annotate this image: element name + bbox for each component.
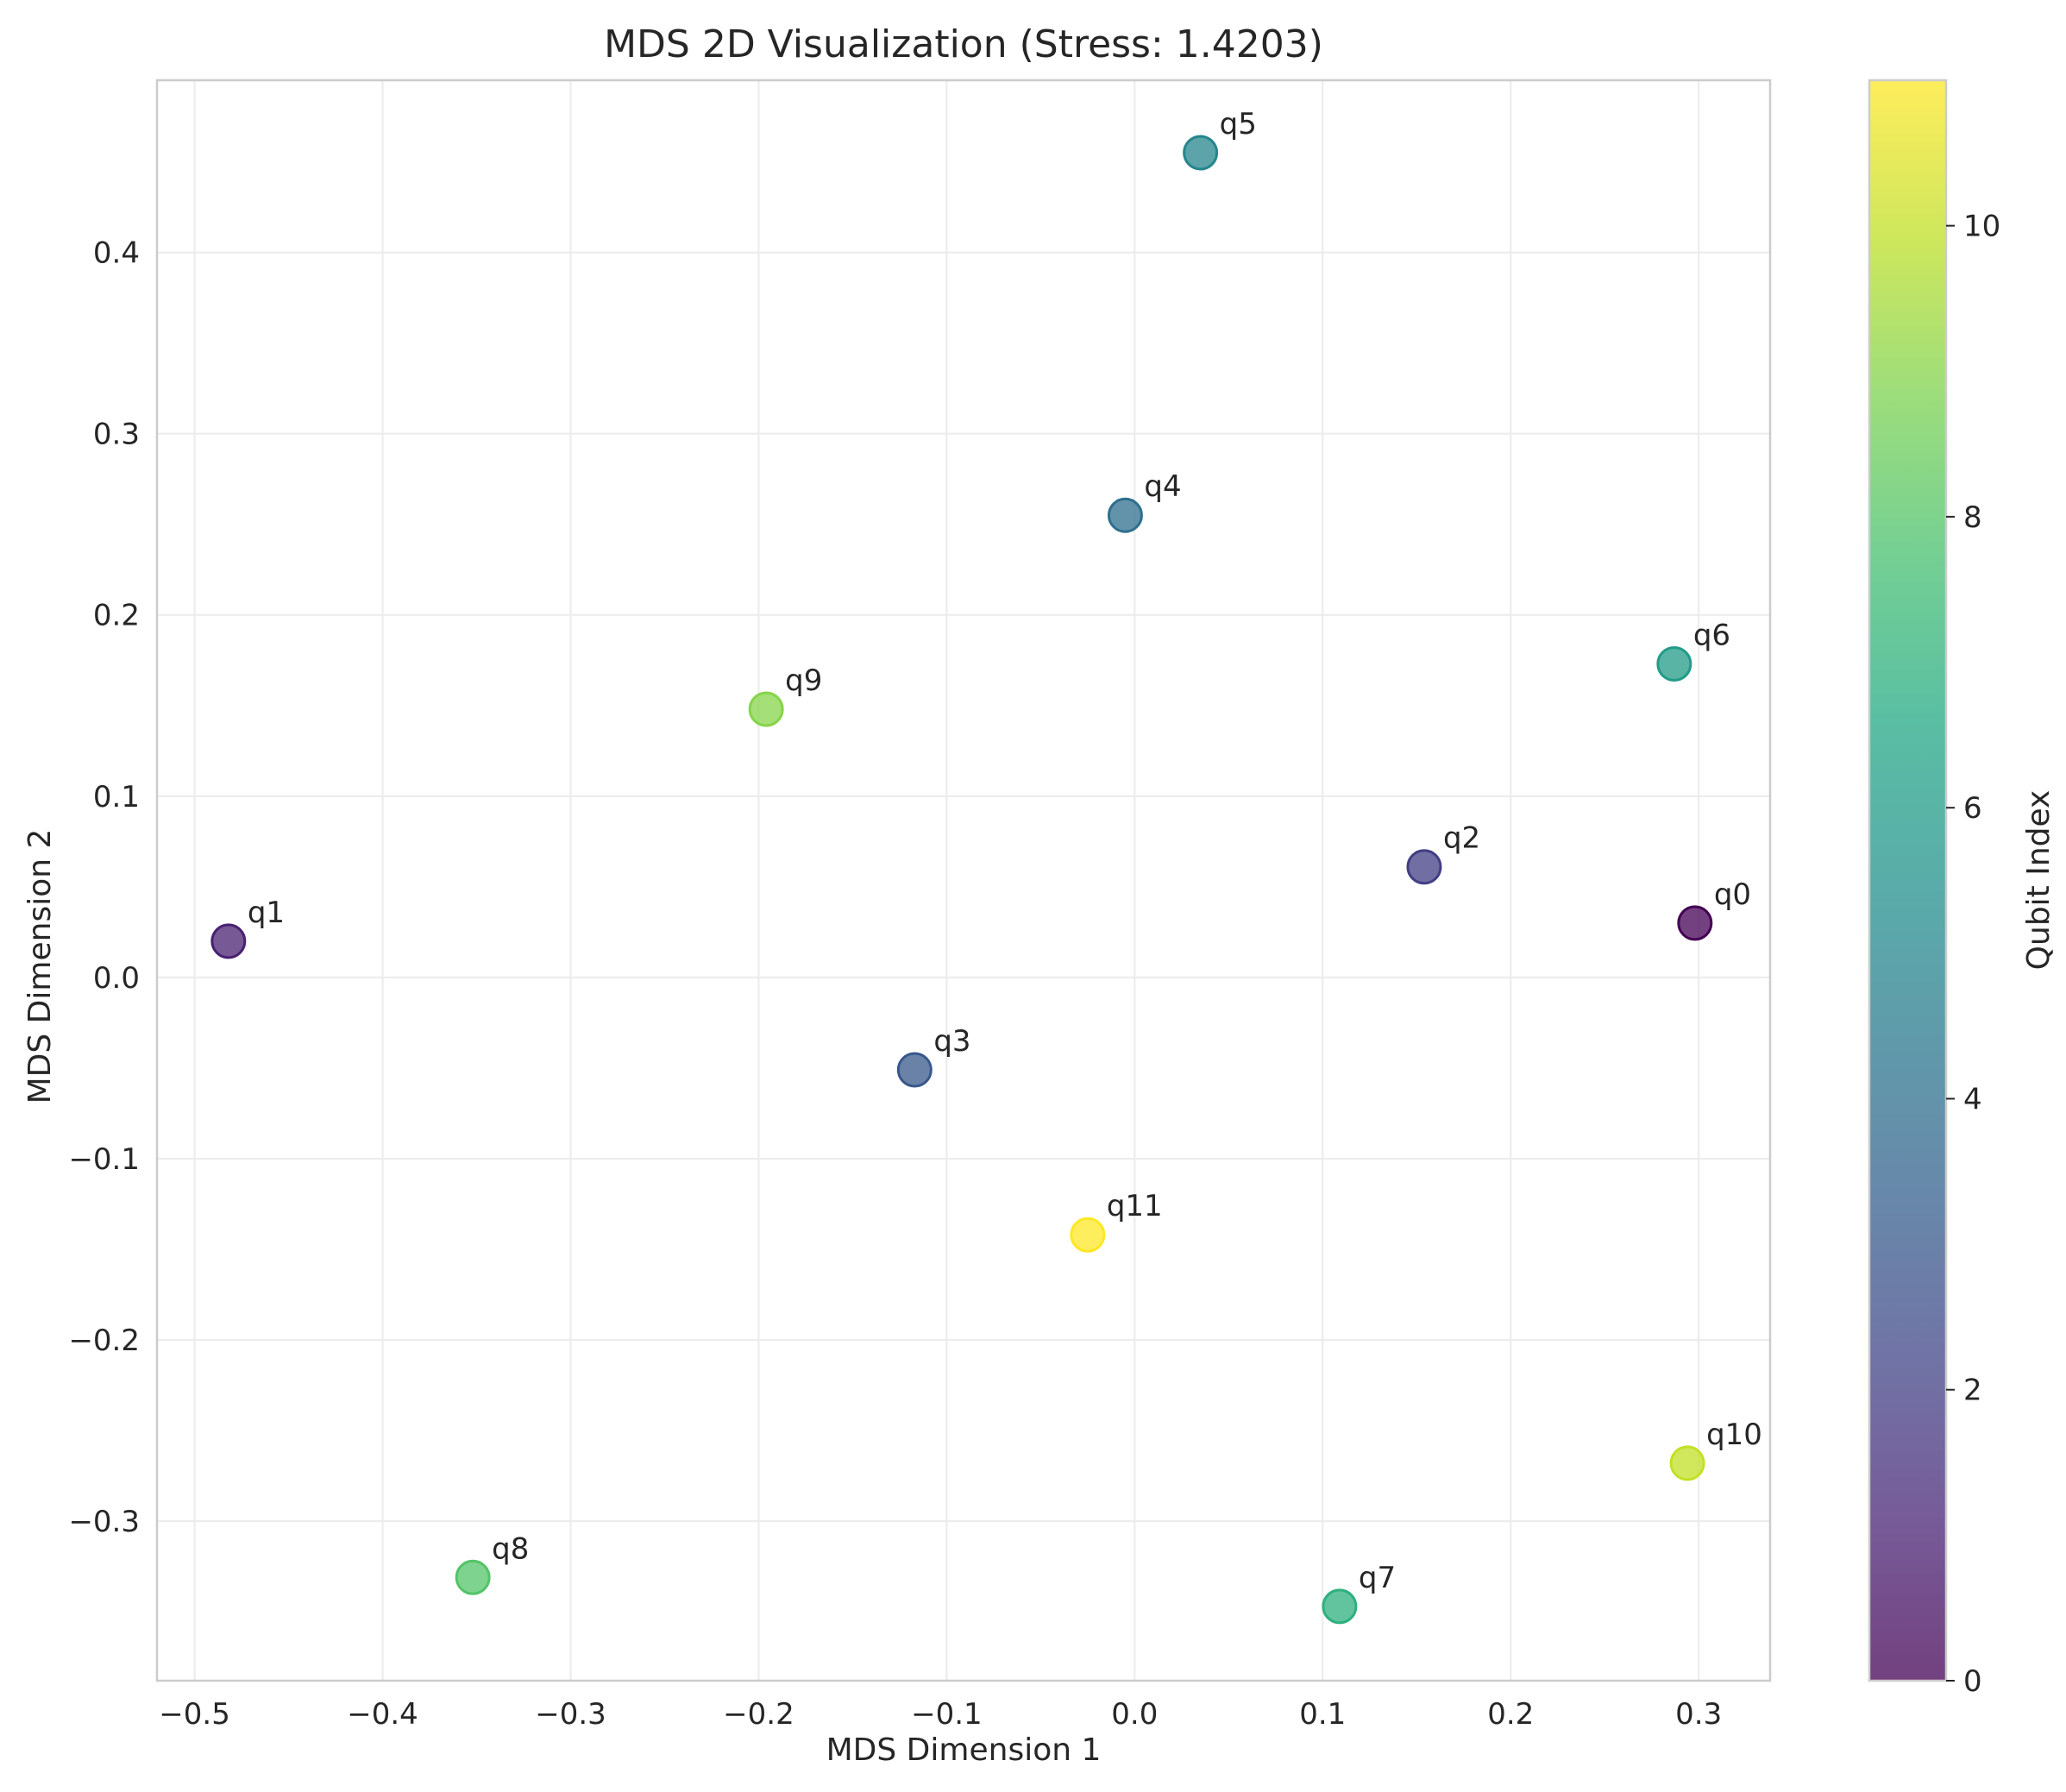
scatter-point-q10 bbox=[1669, 1445, 1705, 1481]
x-tick-label: −0.2 bbox=[723, 1697, 794, 1732]
scatter-point-q8 bbox=[455, 1559, 491, 1595]
scatter-point-q2 bbox=[1406, 849, 1442, 885]
colorbar: 0 2 4 6 8 10 Qubit Index bbox=[1868, 79, 2057, 1699]
scatter-point-q5 bbox=[1183, 135, 1219, 171]
point-label-q9: q9 bbox=[785, 663, 822, 698]
x-tick-label: 0.0 bbox=[1111, 1697, 1158, 1732]
point-label-q1: q1 bbox=[248, 896, 285, 930]
scatter-points: q0 q1 q2 q3 q4 q5 q6 q7 q8 q9 q10 q11 bbox=[210, 107, 1762, 1625]
y-axis-ticks: −0.3 −0.2 −0.1 0.0 0.1 0.2 0.3 0.4 bbox=[68, 236, 140, 1540]
y-tick-label: 0.3 bbox=[93, 418, 140, 452]
x-tick-label: −0.3 bbox=[535, 1697, 606, 1732]
y-tick-label: −0.2 bbox=[68, 1324, 140, 1358]
point-label-q2: q2 bbox=[1443, 821, 1480, 856]
point-label-q11: q11 bbox=[1107, 1189, 1163, 1223]
colorbar-ticks: 0 2 4 6 8 10 bbox=[1946, 210, 2000, 1699]
point-label-q6: q6 bbox=[1693, 618, 1730, 652]
y-tick-label: 0.0 bbox=[93, 961, 140, 996]
y-axis-label: MDS Dimension 2 bbox=[22, 829, 58, 1104]
x-axis-ticks: −0.5 −0.4 −0.3 −0.2 −0.1 0.0 0.1 0.2 0.3 bbox=[159, 1697, 1722, 1732]
x-tick-label: 0.1 bbox=[1299, 1697, 1346, 1732]
colorbar-tick-label: 8 bbox=[1963, 500, 1982, 535]
scatter-point-q0 bbox=[1677, 905, 1713, 941]
scatter-point-q9 bbox=[748, 691, 784, 727]
chart-title: MDS 2D Visualization (Stress: 1.4203) bbox=[604, 22, 1323, 66]
scatter-point-q6 bbox=[1656, 645, 1692, 682]
point-label-q10: q10 bbox=[1706, 1418, 1762, 1452]
scatter-point-q3 bbox=[896, 1052, 933, 1088]
point-label-q7: q7 bbox=[1359, 1561, 1396, 1595]
colorbar-tick-label: 0 bbox=[1963, 1664, 1982, 1699]
colorbar-tick-label: 6 bbox=[1963, 791, 1982, 826]
point-label-q8: q8 bbox=[492, 1531, 529, 1566]
x-tick-label: 0.2 bbox=[1487, 1697, 1534, 1732]
colorbar-label: Qubit Index bbox=[2021, 790, 2057, 971]
scatter-point-q1 bbox=[210, 923, 247, 959]
x-axis-label: MDS Dimension 1 bbox=[826, 1732, 1102, 1768]
scatter-point-q4 bbox=[1107, 497, 1143, 533]
plot-frame bbox=[155, 79, 1772, 1682]
y-tick-label: 0.1 bbox=[93, 780, 140, 814]
y-tick-label: −0.3 bbox=[68, 1505, 140, 1539]
plot-area: −0.5 −0.4 −0.3 −0.2 −0.1 0.0 0.1 0.2 0.3 −0.3−0.… bbox=[68, 79, 1772, 1732]
scatter-point-q7 bbox=[1322, 1588, 1358, 1625]
grid-lines bbox=[157, 80, 1770, 1681]
y-tick-label: 0.2 bbox=[93, 599, 140, 633]
scatter-point-q11 bbox=[1070, 1217, 1106, 1253]
x-tick-label: −0.1 bbox=[911, 1697, 983, 1732]
colorbar-gradient bbox=[1869, 80, 1946, 1681]
y-tick-label: 0.4 bbox=[93, 236, 140, 271]
colorbar-tick-label: 10 bbox=[1963, 210, 2000, 244]
point-label-q4: q4 bbox=[1144, 469, 1181, 504]
point-label-q5: q5 bbox=[1220, 107, 1257, 141]
x-tick-label: 0.3 bbox=[1675, 1697, 1722, 1732]
x-tick-label: −0.4 bbox=[347, 1697, 418, 1732]
y-tick-label: −0.1 bbox=[68, 1142, 140, 1177]
point-label-q3: q3 bbox=[933, 1024, 970, 1059]
point-label-q0: q0 bbox=[1714, 877, 1751, 912]
x-tick-label: −0.5 bbox=[159, 1697, 230, 1732]
colorbar-tick-label: 2 bbox=[1963, 1374, 1982, 1408]
colorbar-tick-label: 4 bbox=[1963, 1082, 1982, 1116]
colorbar-frame bbox=[1868, 79, 1948, 1682]
